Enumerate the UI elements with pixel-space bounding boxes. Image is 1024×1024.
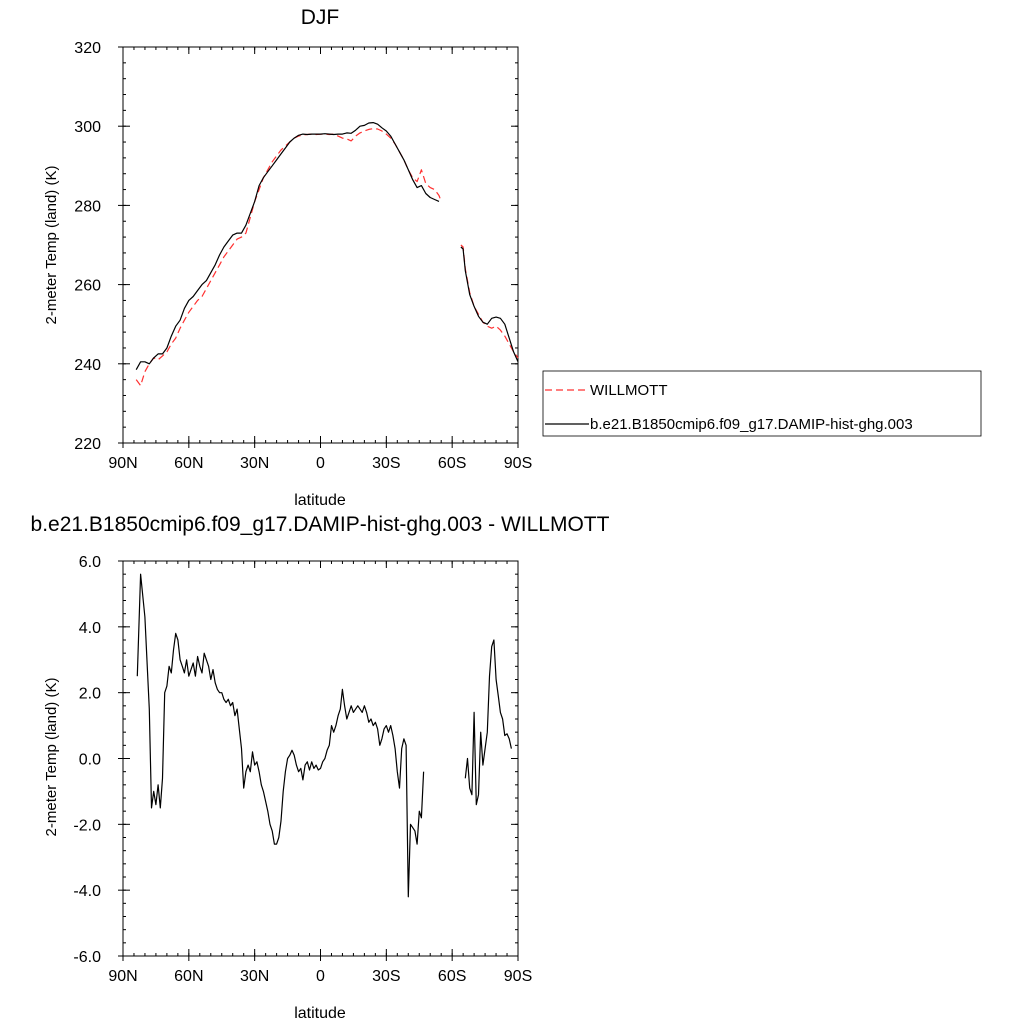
y-axis-label: 2-meter Temp (land) (K) (43, 166, 60, 325)
y-tick-label: -4.0 (73, 883, 101, 900)
x-tick-label: 0 (316, 968, 325, 985)
y-tick-label: 280 (74, 198, 101, 215)
x-axis-label: latitude (294, 492, 346, 509)
chart-title: DJF (301, 6, 340, 29)
chart-title: b.e21.B1850cmip6.f09_g17.DAMIP-hist-ghg.… (31, 513, 610, 536)
x-tick-label: 0 (316, 455, 325, 472)
y-tick-label: -2.0 (73, 817, 101, 834)
legend-label-willmott: WILLMOTT (590, 382, 668, 399)
legend-box (542, 370, 982, 437)
x-tick-label: 60N (174, 455, 203, 472)
x-tick-label: 90N (108, 455, 137, 472)
y-tick-label: -6.0 (73, 949, 101, 966)
y-tick-label: 260 (74, 278, 101, 295)
y-tick-label: 300 (74, 119, 101, 136)
legend: WILLMOTT b.e21.B1850cmip6.f09_g17.DAMIP-… (542, 370, 982, 437)
x-tick-label: 60S (438, 968, 466, 985)
y-tick-label: 4.0 (79, 620, 101, 637)
x-axis-label: latitude (294, 1005, 346, 1022)
x-tick-label: 30S (372, 455, 400, 472)
x-tick-label: 60S (438, 455, 466, 472)
y-tick-label: 320 (74, 40, 101, 57)
x-tick-label: 60N (174, 968, 203, 985)
plot-frame (122, 46, 519, 444)
panel-djf: DJF 2-meter Temp (land) (K) latitude 90N… (43, 6, 532, 509)
y-tick-label: 240 (74, 357, 101, 374)
series-line-willmott (135, 128, 442, 387)
x-tick-label: 90N (108, 968, 137, 985)
x-tick-label: 30S (372, 968, 400, 985)
axes: 90N 60N 30N 0 30S 60S 90S -6.0 -4.0 -2.0 0.0 2.0 4.0… (73, 554, 532, 985)
series-line-difference (136, 573, 425, 898)
x-tick-label: 90S (504, 968, 532, 985)
y-tick-label: 0.0 (79, 752, 101, 769)
series-line-model (135, 122, 440, 370)
y-tick-label: 2.0 (79, 686, 101, 703)
legend-label-model: b.e21.B1850cmip6.f09_g17.DAMIP-hist-ghg.… (590, 416, 913, 433)
series-line-model (460, 246, 519, 363)
y-axis-label: 2-meter Temp (land) (K) (43, 678, 60, 837)
series-layer (136, 573, 512, 898)
axes: 90N 60N 30N 0 30S 60S 90S 220 240 260 280 300 320 (74, 40, 532, 472)
x-tick-label: 30N (240, 455, 269, 472)
panel-difference: b.e21.B1850cmip6.f09_g17.DAMIP-hist-ghg.… (31, 513, 610, 1022)
y-tick-label: 6.0 (79, 554, 101, 571)
series-line-difference (464, 639, 512, 806)
plot-frame (122, 560, 519, 957)
x-tick-label: 90S (504, 455, 532, 472)
x-tick-label: 30N (240, 968, 269, 985)
y-tick-label: 220 (74, 436, 101, 453)
series-layer (135, 122, 519, 387)
series-line-willmott (460, 244, 519, 359)
